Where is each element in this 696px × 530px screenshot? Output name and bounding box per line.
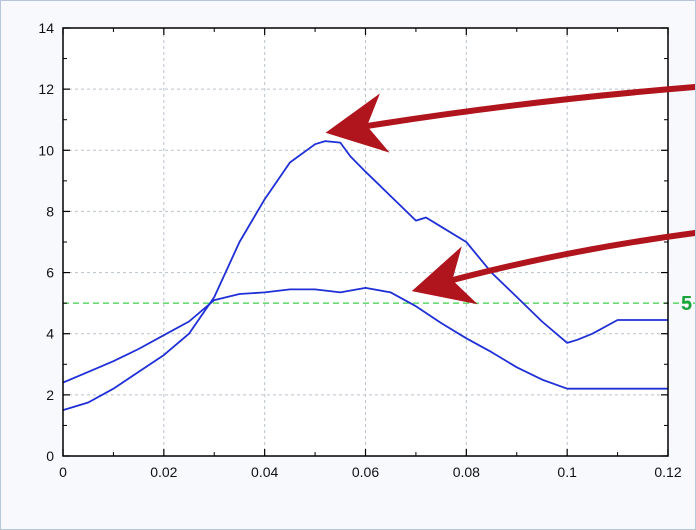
annotations (325, 84, 695, 305)
series-line-1 (62, 140, 668, 411)
annotation-arrow-1 (325, 84, 695, 153)
y-tick-label: 14 (38, 20, 54, 36)
annotation-arrow-2 (411, 230, 695, 305)
x-tick-label: 0.04 (251, 464, 278, 480)
x-tick-label: 0.08 (453, 464, 480, 480)
x-tick-label: 0.02 (150, 464, 177, 480)
y-tick-label: 8 (46, 203, 54, 219)
series-line-2 (62, 287, 668, 390)
y-tick-label: 10 (38, 142, 54, 158)
x-tick-label: 0.06 (352, 464, 379, 480)
x-tick-label: 0.12 (654, 464, 681, 480)
y-tick-label: 6 (46, 265, 54, 281)
plot-area (63, 28, 668, 456)
series-group (62, 140, 668, 411)
grid (63, 28, 668, 456)
x-tick-label: 0 (59, 464, 67, 480)
y-tick-label: 12 (38, 81, 54, 97)
threshold-label: 5 (681, 293, 692, 315)
y-tick-label: 4 (46, 326, 54, 342)
axes: 0 0.02 0.04 0.06 0.08 0.1 0.12 0 2 4 6 8 10 12 14 (38, 20, 681, 480)
y-tick-label: 0 (46, 448, 54, 464)
x-tick-label: 0.1 (557, 464, 577, 480)
y-tick-label: 2 (46, 387, 54, 403)
threshold: 5 (63, 293, 695, 315)
